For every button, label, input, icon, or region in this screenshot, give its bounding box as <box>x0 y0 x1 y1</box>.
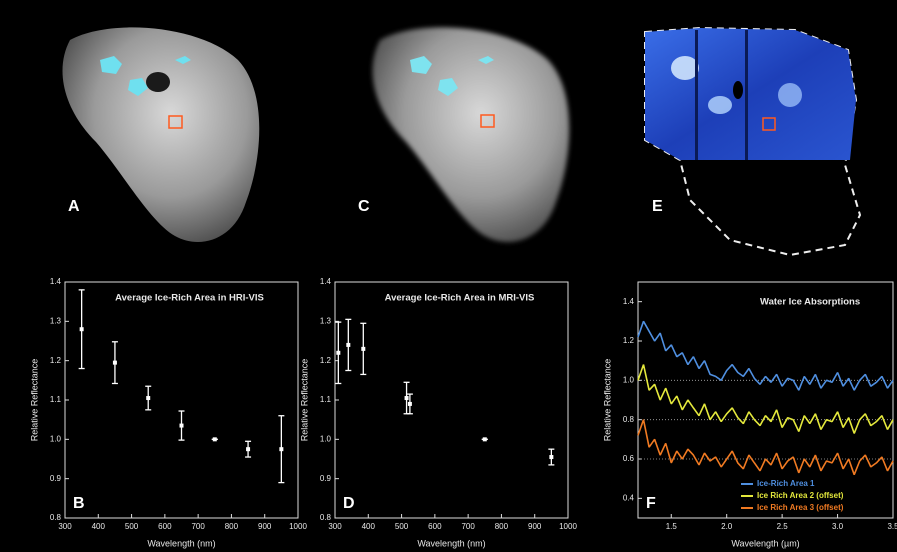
y-axis-label: Relative Reflectance <box>29 359 39 442</box>
x-tick-label: 400 <box>362 522 376 531</box>
data-point <box>482 437 487 442</box>
data-point <box>336 350 341 355</box>
x-tick-label: 900 <box>258 522 272 531</box>
x-tick-label: 300 <box>328 522 342 531</box>
y-tick-label: 1.4 <box>50 277 62 286</box>
x-tick-label: 2.5 <box>777 522 789 531</box>
y-tick-label: 1.2 <box>320 356 332 365</box>
panel-label: E <box>652 198 663 215</box>
y-tick-label: 1.4 <box>623 297 635 306</box>
x-axis-label: Wavelength (µm) <box>731 538 799 548</box>
y-tick-label: 1.3 <box>50 316 62 325</box>
y-tick-label: 0.8 <box>320 513 332 522</box>
data-point <box>404 396 409 401</box>
y-axis-label: Relative Reflectance <box>602 359 612 442</box>
legend-label: Ice Rich Area 2 (offset) <box>757 491 844 500</box>
y-tick-label: 1.2 <box>623 336 635 345</box>
data-point <box>361 346 366 351</box>
data-point <box>212 437 217 442</box>
y-tick-label: 1.0 <box>320 434 332 443</box>
x-tick-label: 3.0 <box>832 522 844 531</box>
x-tick-label: 600 <box>428 522 442 531</box>
y-tick-label: 0.4 <box>623 493 635 502</box>
spectrum-line <box>637 364 894 434</box>
x-axis-label: Wavelength (nm) <box>147 538 215 548</box>
plot-frame <box>637 281 894 519</box>
y-tick-label: 1.4 <box>320 277 332 286</box>
y-tick-label: 1.1 <box>320 395 332 404</box>
panel-label: A <box>68 198 80 215</box>
y-tick-label: 0.6 <box>623 454 635 463</box>
data-point <box>279 447 284 452</box>
y-tick-label: 1.0 <box>50 434 62 443</box>
x-tick-label: 900 <box>528 522 542 531</box>
plot-frame <box>64 281 299 519</box>
y-tick-label: 0.9 <box>320 474 332 483</box>
plot-frame <box>334 281 569 519</box>
panel-label: B <box>73 495 85 512</box>
x-tick-label: 300 <box>58 522 72 531</box>
y-tick-label: 0.8 <box>623 415 635 424</box>
legend-label: Ice-Rich Area 1 <box>757 479 815 488</box>
spectrum-line <box>637 320 894 391</box>
y-tick-label: 0.8 <box>50 513 62 522</box>
x-tick-label: 2.0 <box>721 522 733 531</box>
y-tick-label: 1.0 <box>623 375 635 384</box>
x-tick-label: 600 <box>158 522 172 531</box>
data-point <box>146 396 151 401</box>
data-point <box>549 455 554 460</box>
x-tick-label: 1.5 <box>666 522 678 531</box>
y-axis-label: Relative Reflectance <box>299 359 309 442</box>
y-tick-label: 0.9 <box>50 474 62 483</box>
image-e: E <box>644 26 862 257</box>
chart-panel: 0.8 0.9 1.0 1.1 1.2 1.3 1.4 300 400 500 600 700 800 9… <box>299 277 577 548</box>
annotation: Water Ice Absorptions <box>760 297 860 308</box>
image-c: C <box>358 27 570 243</box>
x-tick-label: 700 <box>191 522 205 531</box>
x-tick-label: 500 <box>125 522 139 531</box>
x-tick-label: 500 <box>395 522 409 531</box>
panel-label: D <box>343 495 355 512</box>
x-tick-label: 3.5 <box>887 522 897 531</box>
x-tick-label: 800 <box>225 522 239 531</box>
data-point <box>112 360 117 365</box>
chart-panel: 0.8 0.9 1.0 1.1 1.2 1.3 1.4 300 400 500 600 700 800 9… <box>29 277 307 548</box>
x-tick-label: 1000 <box>559 522 577 531</box>
spectrum-line <box>637 419 894 475</box>
data-point <box>346 342 351 347</box>
data-point <box>79 327 84 332</box>
x-axis-label: Wavelength (nm) <box>417 538 485 548</box>
x-tick-label: 400 <box>92 522 106 531</box>
legend-label: Ice Rich Area 3 (offset) <box>757 503 844 512</box>
panel-label: F <box>646 495 656 512</box>
x-tick-label: 800 <box>495 522 509 531</box>
x-tick-label: 1000 <box>289 522 307 531</box>
y-tick-label: 1.1 <box>50 395 62 404</box>
chart-title: Average Ice-Rich Area in HRI-VIS <box>115 293 264 304</box>
x-tick-label: 700 <box>461 522 475 531</box>
data-point <box>246 447 251 452</box>
image-a: A <box>62 27 260 243</box>
panel-label: C <box>358 198 370 215</box>
y-tick-label: 1.3 <box>320 316 332 325</box>
data-point <box>407 401 412 406</box>
y-tick-label: 1.2 <box>50 356 62 365</box>
chart-panel: 0.4 0.6 0.8 1.0 1.2 1.4 1.5 2.0 2.5 3.0 3.5 Wavelen… <box>602 281 897 548</box>
chart-title: Average Ice-Rich Area in MRI-VIS <box>385 293 535 304</box>
data-point <box>179 423 184 428</box>
